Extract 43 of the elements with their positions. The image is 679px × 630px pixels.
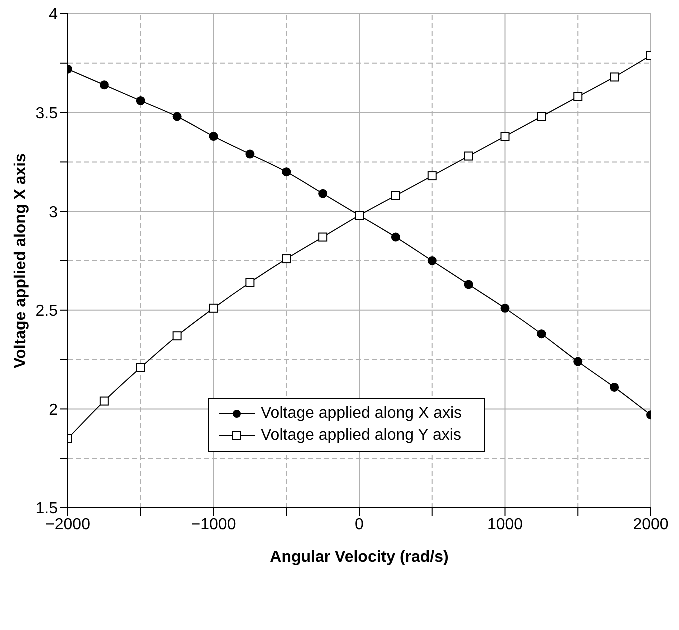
point: [282, 168, 292, 177]
y-tick-label: 4: [49, 6, 58, 24]
x-tick-label: 0: [355, 516, 364, 534]
point: [100, 396, 109, 406]
point: [500, 132, 510, 142]
point: [209, 132, 218, 142]
point: [282, 254, 292, 264]
y-tick-label: 3: [49, 204, 58, 222]
point: [136, 363, 146, 372]
y-tick-label: 3.5: [36, 105, 58, 122]
point: [610, 72, 620, 82]
y-tick-label: 1.5: [36, 500, 58, 518]
point: [318, 232, 328, 242]
point: [391, 232, 400, 242]
point: [537, 112, 546, 122]
legend-label: Voltage applied along Y axis: [260, 426, 462, 446]
point: [500, 304, 510, 313]
x-tick-label: −2000: [46, 516, 91, 534]
point: [246, 278, 255, 288]
x-tick-label: −1000: [191, 516, 236, 534]
x-axis-title: Angular Velocity (rad/s): [270, 549, 449, 566]
point: [574, 92, 583, 102]
point: [610, 382, 620, 392]
y-tick-label: 2: [49, 402, 58, 419]
point: [428, 256, 437, 266]
x-tick-label: 2000: [633, 516, 669, 534]
y-tick-label: 2.5: [36, 303, 58, 320]
point: [136, 96, 146, 106]
point: [172, 112, 182, 122]
point: [464, 280, 474, 290]
point: [209, 304, 218, 313]
y-axis-title: Voltage applied along X axis: [12, 153, 30, 368]
point: [464, 152, 474, 161]
point: [391, 191, 400, 200]
point: [172, 332, 182, 341]
point: [574, 357, 583, 366]
point: [428, 172, 437, 181]
point: [100, 80, 109, 90]
point: [318, 189, 328, 198]
point: [246, 150, 255, 159]
x-tick-label: 1000: [487, 516, 524, 534]
point: [537, 330, 546, 339]
legend-label: Voltage applied along X axis: [260, 404, 462, 424]
